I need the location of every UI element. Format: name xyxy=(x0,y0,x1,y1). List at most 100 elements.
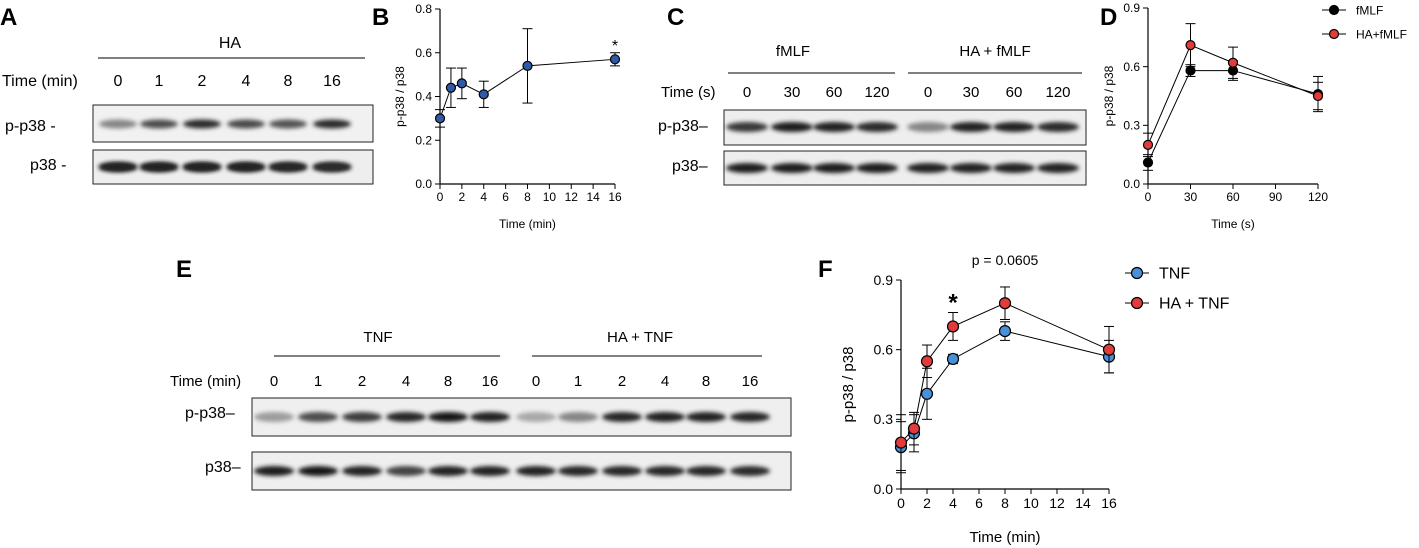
x-tick-label: 8 xyxy=(524,190,531,204)
time-tick-label: 4 xyxy=(661,373,669,390)
time-tick-label: 8 xyxy=(702,373,710,390)
blot-band xyxy=(950,163,992,173)
blot-band xyxy=(254,466,294,476)
panel-e-group-label-1: TNF xyxy=(363,329,392,346)
panel-c-time-label: Time (s) xyxy=(661,84,715,101)
x-tick-label: 2 xyxy=(923,495,931,511)
y-axis-label: p-p38 / p38 xyxy=(840,347,857,423)
time-tick-label: 0 xyxy=(924,84,932,101)
panel-a-blot: HA Time (min) 0 1 2 4 8 16 p-p38 - p38 - xyxy=(2,35,374,185)
panel-e-time-label: Time (min) xyxy=(170,373,241,390)
blot-band xyxy=(269,119,307,129)
blot-band xyxy=(726,163,768,173)
panel-e-group-label-2: HA + TNF xyxy=(607,329,673,346)
panel-e-row-label-pp38: p-p38– xyxy=(185,405,235,422)
legend-item: fMLF xyxy=(1322,4,1383,18)
series-line xyxy=(900,330,1110,448)
x-tick-label: 30 xyxy=(1184,190,1198,204)
time-tick-label: 30 xyxy=(963,84,980,101)
panel-letter-a: A xyxy=(0,4,17,31)
blot-band xyxy=(1037,122,1079,132)
x-tick-label: 2 xyxy=(459,190,466,204)
blot-band xyxy=(993,122,1035,132)
time-tick-label: 8 xyxy=(284,73,293,90)
data-point xyxy=(907,422,921,435)
blot-band xyxy=(558,466,598,476)
legend-item: HA + TNF xyxy=(1125,296,1230,313)
time-tick-label: 2 xyxy=(358,373,366,390)
time-tick-label: 1 xyxy=(155,73,164,90)
time-tick-label: 2 xyxy=(198,73,207,90)
blot-band xyxy=(993,163,1035,173)
blot-band xyxy=(856,122,898,132)
y-axis-label: p-p38 / p38 xyxy=(393,66,407,127)
annotation: * xyxy=(612,38,618,55)
legend-marker xyxy=(1130,296,1144,310)
chart-panel-f: 0 2 4 6 8 10 12 14 16 0.0 0.3 0.6 0.9 Time (min) p-p38… xyxy=(840,252,1230,546)
x-tick-label: 4 xyxy=(480,190,487,204)
chart-panel-d: 0 30 60 90 120 0.0 0.3 0.6 0.9 Time (s) p-p38 / p3… xyxy=(1102,1,1407,231)
series-line xyxy=(439,58,616,119)
panel-letter-c: C xyxy=(667,4,684,31)
x-axis-label: Time (min) xyxy=(499,217,556,231)
blot-band xyxy=(298,412,338,422)
blot-band xyxy=(771,122,813,132)
time-tick-label: 60 xyxy=(1006,84,1023,101)
x-tick-label: 120 xyxy=(1308,190,1328,204)
series-line xyxy=(1147,70,1319,163)
data-point xyxy=(920,355,934,368)
blot-band xyxy=(313,119,351,129)
blot-band xyxy=(558,412,598,422)
series-1 xyxy=(894,286,1116,471)
blot-band xyxy=(771,163,813,173)
data-point xyxy=(894,436,908,449)
blot-band xyxy=(730,412,770,422)
blot-band xyxy=(686,466,726,476)
time-tick-label: 8 xyxy=(444,373,452,390)
x-tick-label: 10 xyxy=(1023,495,1039,511)
data-point xyxy=(609,54,621,65)
blot-band xyxy=(813,122,855,132)
y-tick-label: 0.9 xyxy=(874,272,894,288)
data-point xyxy=(1185,40,1196,51)
panel-a-time-ticks: 0 1 2 4 8 16 xyxy=(114,73,341,90)
blot-band xyxy=(254,412,294,422)
data-point xyxy=(1142,157,1154,168)
blot-band xyxy=(686,412,726,422)
data-point xyxy=(445,82,457,93)
y-tick-label: 0.9 xyxy=(1123,1,1140,15)
x-tick-label: 14 xyxy=(1075,495,1091,511)
y-tick-label: 0.3 xyxy=(874,411,894,427)
panel-c-p38-bands xyxy=(726,163,1079,173)
panel-letter-f: F xyxy=(818,256,833,283)
legend-marker xyxy=(1130,266,1144,280)
data-point xyxy=(920,387,934,400)
panel-a-time-label: Time (min) xyxy=(2,73,78,90)
data-point xyxy=(998,324,1012,338)
blot-band xyxy=(227,162,265,172)
x-tick-label: 0 xyxy=(437,190,444,204)
data-point xyxy=(1227,57,1239,68)
blot-band xyxy=(950,122,992,132)
legend-marker xyxy=(1328,28,1340,40)
legend-item: HA+fMLF xyxy=(1322,28,1407,42)
blot-band xyxy=(730,466,770,476)
blot-band xyxy=(645,412,685,422)
blot-band xyxy=(645,466,685,476)
data-point xyxy=(1185,65,1196,76)
legend-marker xyxy=(1328,4,1340,16)
blot-band xyxy=(602,412,642,422)
blot-band xyxy=(813,163,855,173)
y-tick-label: 0.3 xyxy=(1123,119,1140,133)
panel-a-row-label-pp38: p-p38 - xyxy=(5,118,56,135)
data-point xyxy=(946,352,960,366)
blot-band xyxy=(428,466,468,476)
series-0 xyxy=(434,28,621,128)
x-axis-label: Time (min) xyxy=(969,529,1040,546)
x-axis-label: Time (s) xyxy=(1211,217,1255,231)
annotation: * xyxy=(948,290,958,317)
blot-band xyxy=(298,466,338,476)
panel-a-treatment-label: HA xyxy=(219,35,242,52)
y-tick-label: 0.0 xyxy=(1123,177,1140,191)
panel-c-group-label-1: fMLF xyxy=(776,43,810,60)
